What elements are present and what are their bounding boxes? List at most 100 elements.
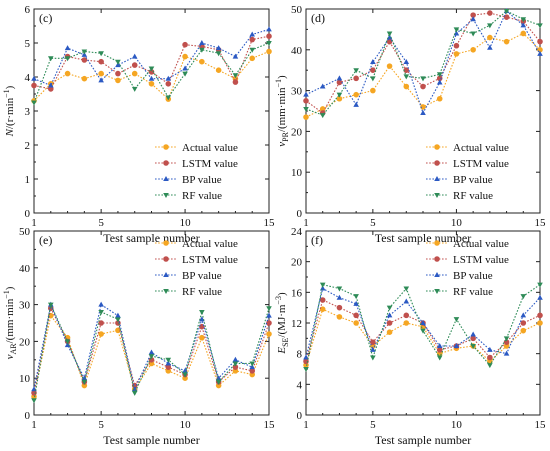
data-point <box>537 320 543 326</box>
data-point <box>386 329 393 336</box>
series-3 <box>303 282 543 372</box>
y-tick-label: 50 <box>19 226 31 238</box>
data-point <box>537 294 543 300</box>
legend-marker <box>163 176 169 181</box>
x-axis-label: Test sample number <box>375 433 471 447</box>
y-axis-symbol: N <box>4 128 16 137</box>
data-point <box>537 23 543 29</box>
data-point <box>436 79 443 85</box>
data-point <box>336 286 343 292</box>
data-point <box>319 282 326 288</box>
data-point <box>487 44 493 50</box>
data-point <box>319 83 326 89</box>
legend-label: Actual value <box>453 238 509 250</box>
data-point <box>115 312 121 318</box>
y-tick-label: 40 <box>291 45 303 57</box>
data-point <box>215 67 222 73</box>
data-point <box>165 95 172 101</box>
data-point <box>470 344 476 349</box>
legend-label: BP value <box>182 174 222 186</box>
series-2 <box>303 285 543 360</box>
y-axis-label: vAR/(mm·min−1) <box>2 286 18 359</box>
data-point <box>47 302 54 308</box>
y-axis-close: ) <box>276 75 288 79</box>
series-2 <box>303 8 543 116</box>
x-tick-label: 10 <box>451 217 463 229</box>
y-axis-close: ) <box>4 286 16 290</box>
data-point <box>131 53 138 59</box>
x-tick-label: 5 <box>370 217 376 229</box>
data-point <box>420 328 426 334</box>
legend-entry: BP value <box>155 174 222 186</box>
y-axis-exponent: −1 <box>2 89 11 98</box>
data-point <box>266 26 272 32</box>
data-point <box>386 312 393 318</box>
y-axis-subscript: SE <box>281 337 290 346</box>
legend-label: LSTM value <box>182 158 238 170</box>
data-point <box>249 368 256 374</box>
data-point <box>336 75 343 81</box>
data-point <box>436 343 443 348</box>
data-point <box>182 65 188 71</box>
legend-entry: LSTM value <box>155 158 238 170</box>
data-point <box>64 70 71 77</box>
x-tick-label: 5 <box>98 217 104 229</box>
data-point <box>98 320 104 326</box>
data-point <box>487 354 493 361</box>
series-0 <box>303 30 543 120</box>
data-point <box>520 327 527 334</box>
data-point <box>453 27 460 33</box>
data-point <box>148 349 155 355</box>
data-point <box>436 355 443 361</box>
y-axis-symbol: v <box>4 354 16 359</box>
data-point <box>64 45 71 51</box>
y-tick-label: 4 <box>25 72 31 84</box>
data-point <box>199 47 205 53</box>
data-point <box>131 86 138 92</box>
data-point <box>131 70 138 77</box>
data-point <box>420 83 426 90</box>
series-line <box>305 12 541 114</box>
y-tick-label: 2 <box>25 140 31 152</box>
data-point <box>537 50 543 56</box>
data-point <box>370 76 376 82</box>
data-point <box>520 320 527 326</box>
data-point <box>470 47 476 53</box>
data-point <box>520 17 527 23</box>
x-tick-label: 15 <box>535 217 547 229</box>
data-point <box>249 31 256 37</box>
data-point <box>266 306 272 312</box>
data-point <box>303 91 309 97</box>
data-point <box>165 75 172 81</box>
data-point <box>370 346 376 352</box>
x-tick-label: 15 <box>264 419 276 431</box>
legend-marker <box>163 256 169 262</box>
y-axis-unit: /(MJ·m <box>276 304 288 337</box>
x-tick-label: 10 <box>451 419 463 431</box>
data-point <box>182 367 188 373</box>
legend-entry: BP value <box>155 270 222 282</box>
legend-entry: BP value <box>426 174 493 186</box>
x-tick-label: 10 <box>180 217 192 229</box>
x-tick-label: 1 <box>31 419 37 431</box>
data-point <box>215 45 222 51</box>
y-axis-unit: /(r·min <box>4 97 16 129</box>
legend-entry: LSTM value <box>426 254 509 266</box>
data-point <box>165 364 172 370</box>
y-axis-unit: /(mm·min <box>276 87 288 132</box>
data-point <box>453 343 460 348</box>
legend-entry: Actual value <box>426 142 509 154</box>
y-axis-label: N/(r·min−1) <box>2 85 16 137</box>
data-point <box>232 53 239 59</box>
legend-label: BP value <box>182 270 222 282</box>
data-point <box>31 75 37 81</box>
data-point <box>420 320 426 325</box>
data-point <box>353 320 359 326</box>
series-3 <box>31 41 272 106</box>
data-point <box>319 113 326 119</box>
data-point <box>537 38 543 45</box>
legend-entry: Actual value <box>155 142 238 154</box>
y-tick-label: 8 <box>297 349 303 361</box>
series-2 <box>31 26 272 88</box>
data-point <box>232 356 239 362</box>
